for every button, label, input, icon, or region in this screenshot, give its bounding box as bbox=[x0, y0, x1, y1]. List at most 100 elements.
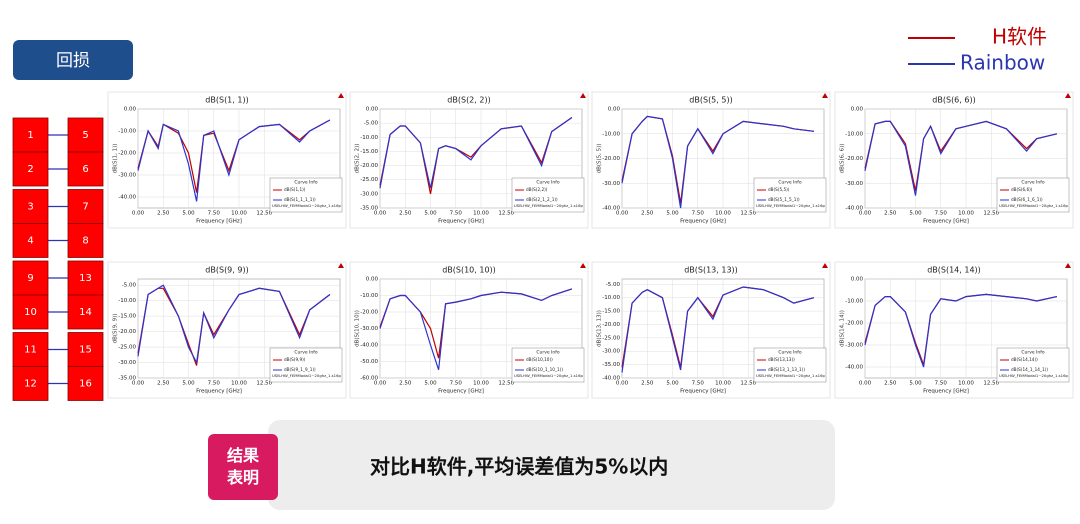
port-label: 6 bbox=[82, 164, 88, 175]
y-tick-label: 0.00 bbox=[851, 277, 864, 283]
port-label: 2 bbox=[27, 164, 33, 175]
curve-info-title: Curve Info bbox=[778, 350, 801, 356]
port-box bbox=[67, 189, 104, 224]
y-tick-label: -30.00 bbox=[845, 181, 863, 187]
y-tick-label: -10.00 bbox=[602, 295, 620, 301]
conclusion-panel bbox=[268, 420, 835, 510]
x-axis-label: Frequency [GHz] bbox=[680, 219, 726, 225]
y-tick-label: -10.00 bbox=[118, 298, 136, 304]
chart-title: dB(S(6, 6)) bbox=[932, 96, 975, 105]
y-tick-label: -20.00 bbox=[845, 321, 863, 327]
port-label: 14 bbox=[79, 307, 92, 318]
port-label: 9 bbox=[27, 273, 33, 284]
x-tick-label: 0.00 bbox=[132, 381, 145, 387]
port-label: 8 bbox=[82, 236, 88, 247]
curve-info-title: Curve Info bbox=[536, 180, 559, 186]
port-label: 13 bbox=[79, 273, 92, 284]
x-axis-label: Frequency [GHz] bbox=[923, 389, 969, 395]
x-tick-label: 12.50 bbox=[498, 381, 514, 387]
chart-title: dB(S(2, 2)) bbox=[447, 96, 490, 105]
x-tick-label: 2.50 bbox=[157, 381, 170, 387]
chart: dB(S(13, 13)) dB(S(13, 13)) -5.00 -10.00 -15… bbox=[591, 261, 831, 399]
y-tick-label: -40.00 bbox=[845, 206, 863, 212]
port-box bbox=[12, 294, 49, 330]
x-axis-label: Frequency [GHz] bbox=[196, 389, 242, 395]
x-tick-label: 10.00 bbox=[715, 211, 731, 217]
chart-title: dB(S(14, 14)) bbox=[927, 266, 981, 275]
chart-title: dB(S(10, 10)) bbox=[442, 266, 496, 275]
x-tick-label: 5.00 bbox=[182, 211, 195, 217]
curve-info-name: dB(S(13,13)) bbox=[768, 357, 795, 362]
y-axis-label: dB(S(5, 5)) bbox=[597, 144, 603, 174]
chart-title: dB(S(13, 13)) bbox=[684, 266, 738, 275]
curve-info-note: USB-HW_FEMModal1~20ghz_1.s16p bbox=[756, 373, 825, 378]
y-axis-label: dB(S(6, 6)) bbox=[840, 144, 846, 174]
curve-info-box bbox=[269, 177, 343, 213]
y-tick-label: 0.00 bbox=[124, 107, 137, 113]
y-tick-label: -40.00 bbox=[602, 206, 620, 212]
port-label: 15 bbox=[79, 345, 92, 356]
y-tick-label: -20.00 bbox=[118, 151, 136, 157]
x-tick-label: 2.50 bbox=[157, 211, 170, 217]
y-tick-label: -30.00 bbox=[360, 326, 378, 332]
port-label: 3 bbox=[27, 202, 33, 213]
curve-info-name: dB(S(6_1_6_1)) bbox=[1011, 197, 1043, 202]
curve-info-box bbox=[511, 347, 585, 383]
curve-info-note: USB-HW_FEMModal1~20ghz_1.s16p bbox=[514, 203, 583, 208]
curve-info-title: Curve Info bbox=[294, 180, 317, 186]
x-tick-label: 10.00 bbox=[958, 211, 974, 217]
port-box bbox=[67, 260, 104, 296]
x-tick-label: 5.00 bbox=[424, 381, 437, 387]
port-box bbox=[67, 366, 104, 401]
y-tick-label: -5.00 bbox=[122, 283, 137, 289]
y-tick-label: -20.00 bbox=[602, 156, 620, 162]
curve-info-note: USB-HW_FEMModal1~20ghz_1.s16p bbox=[756, 203, 825, 208]
curve-info-note: USB-HW_FEMModal1~20ghz_1.s16p bbox=[999, 373, 1068, 378]
x-tick-label: 10.00 bbox=[473, 381, 489, 387]
x-tick-label: 2.50 bbox=[641, 381, 654, 387]
y-tick-label: -40.00 bbox=[845, 365, 863, 371]
x-tick-label: 12.50 bbox=[740, 381, 756, 387]
x-tick-label: 2.50 bbox=[884, 211, 897, 217]
chart-marker bbox=[822, 93, 828, 98]
series-line bbox=[864, 293, 1058, 368]
curve-info-name: dB(S(5_1_5_1)) bbox=[768, 197, 800, 202]
x-tick-label: 7.50 bbox=[935, 381, 948, 387]
port-label: 1 bbox=[27, 130, 33, 141]
x-tick-label: 12.50 bbox=[498, 211, 514, 217]
port-box bbox=[12, 223, 49, 258]
curve-info-note: USB-HW_FEMModal1~20ghz_1.s16p bbox=[272, 373, 341, 378]
curve-info-name: dB(S(9_1_9_1)) bbox=[284, 367, 316, 372]
y-tick-label: -10.00 bbox=[845, 131, 863, 137]
port-box bbox=[12, 332, 49, 367]
y-tick-label: -35.00 bbox=[602, 362, 620, 368]
y-tick-label: -15.00 bbox=[118, 314, 136, 320]
x-tick-label: 7.50 bbox=[935, 211, 948, 217]
x-tick-label: 12.50 bbox=[740, 211, 756, 217]
y-axis-label: dB(S(14, 14)) bbox=[840, 310, 846, 347]
y-tick-label: -30.00 bbox=[602, 349, 620, 355]
port-label: 5 bbox=[82, 130, 88, 141]
curve-info-note: USB-HW_FEMModal1~20ghz_1.s16p bbox=[272, 203, 341, 208]
conclusion-tag: 结果表明 bbox=[226, 446, 259, 487]
y-tick-label: -50.00 bbox=[360, 359, 378, 365]
y-tick-label: -30.00 bbox=[602, 181, 620, 187]
y-tick-label: -20.00 bbox=[360, 310, 378, 316]
x-tick-label: 2.50 bbox=[399, 381, 412, 387]
y-axis-label: dB(S(13, 13)) bbox=[597, 310, 603, 347]
x-tick-label: 2.50 bbox=[641, 211, 654, 217]
port-label: 11 bbox=[24, 345, 37, 356]
series-line bbox=[379, 117, 573, 189]
chart-marker bbox=[1065, 263, 1071, 268]
y-tick-label: -10.00 bbox=[360, 293, 378, 299]
port-box bbox=[67, 332, 104, 367]
curve-info-note: USB-HW_FEMModal1~20ghz_1.s16p bbox=[514, 373, 583, 378]
port-box bbox=[67, 294, 104, 330]
port-label: 16 bbox=[79, 379, 92, 390]
conclusion-text: 对比H软件,平均误差值为5%以内 bbox=[370, 455, 668, 479]
curve-info-box bbox=[753, 177, 827, 213]
chart: dB(S(5, 5)) dB(S(5, 5)) 0.00 -10.00 -20.00 -3… bbox=[591, 91, 831, 229]
y-tick-label: -35.00 bbox=[118, 376, 136, 382]
x-tick-label: 0.00 bbox=[132, 211, 145, 217]
